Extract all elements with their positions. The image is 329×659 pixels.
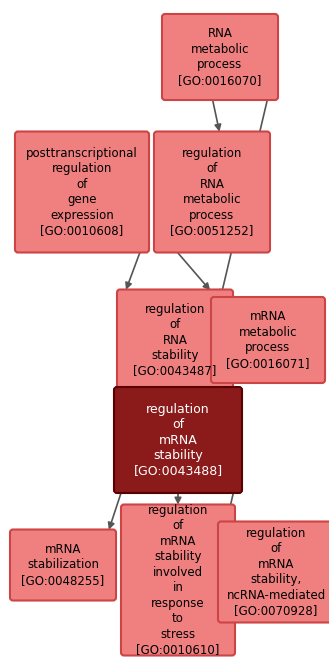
FancyBboxPatch shape [114, 387, 242, 493]
Text: regulation
of
RNA
stability
[GO:0043487]: regulation of RNA stability [GO:0043487] [133, 302, 217, 378]
Text: RNA
metabolic
process
[GO:0016070]: RNA metabolic process [GO:0016070] [178, 27, 262, 87]
Text: regulation
of
mRNA
stability
[GO:0043488]: regulation of mRNA stability [GO:0043488… [134, 403, 222, 478]
FancyBboxPatch shape [211, 297, 325, 383]
FancyBboxPatch shape [162, 14, 278, 100]
FancyBboxPatch shape [121, 505, 235, 656]
Text: regulation
of
RNA
metabolic
process
[GO:0051252]: regulation of RNA metabolic process [GO:… [170, 147, 254, 237]
Text: mRNA
metabolic
process
[GO:0016071]: mRNA metabolic process [GO:0016071] [226, 310, 310, 370]
FancyBboxPatch shape [154, 132, 270, 252]
FancyBboxPatch shape [15, 132, 149, 252]
Text: regulation
of
mRNA
stability,
ncRNA-mediated
[GO:0070928]: regulation of mRNA stability, ncRNA-medi… [226, 527, 326, 617]
Text: posttranscriptional
regulation
of
gene
expression
[GO:0010608]: posttranscriptional regulation of gene e… [26, 147, 138, 237]
FancyBboxPatch shape [218, 521, 329, 623]
Text: regulation
of
mRNA
stability
involved
in
response
to
stress
[GO:0010610]: regulation of mRNA stability involved in… [136, 503, 220, 656]
FancyBboxPatch shape [117, 289, 233, 391]
Text: mRNA
stabilization
[GO:0048255]: mRNA stabilization [GO:0048255] [21, 543, 105, 587]
FancyBboxPatch shape [10, 529, 116, 600]
